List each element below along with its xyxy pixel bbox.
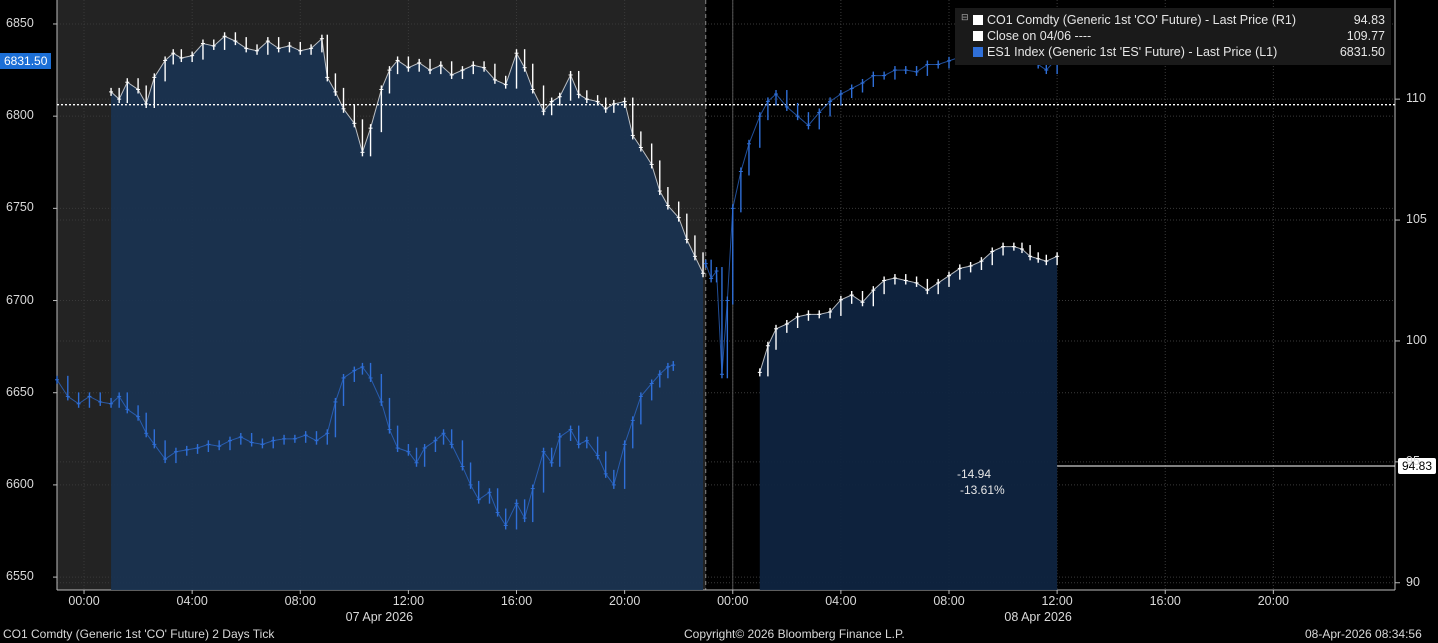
legend-value-es1: 6831.50	[1339, 45, 1385, 59]
legend-swatch-co1	[973, 15, 983, 25]
right-last-price-badge: 94.83	[1398, 458, 1437, 474]
right-axis-tick-label: 90	[1406, 574, 1420, 589]
co1-area-fill	[111, 36, 704, 590]
left-axis-tick-label: 6650	[6, 384, 34, 399]
legend: ⊟ CO1 Comdty (Generic 1st 'CO' Future) -…	[955, 8, 1391, 65]
legend-swatch-close	[973, 31, 983, 41]
x-axis-tick-label: 08:00	[933, 594, 965, 608]
co1-series-line	[110, 35, 704, 274]
legend-label-co1: CO1 Comdty (Generic 1st 'CO' Future) - L…	[987, 13, 1297, 27]
x-axis-tick-label: 12:00	[1041, 594, 1073, 608]
footer-left: CO1 Comdty (Generic 1st 'CO' Future) 2 D…	[3, 627, 275, 641]
x-axis-tick-label: 20:00	[608, 594, 641, 608]
footer-copyright: Copyright© 2026 Bloomberg Finance L.P.	[684, 627, 905, 641]
x-axis-tick-label: 04:00	[825, 594, 857, 608]
x-axis-tick-label: 04:00	[176, 594, 208, 608]
legend-item-co1[interactable]: CO1 Comdty (Generic 1st 'CO' Future) - L…	[955, 12, 1391, 28]
es1-series-group	[55, 361, 676, 530]
left-axis-tick-label: 6850	[6, 15, 34, 30]
x-axis-tick-label: 00:00	[68, 594, 100, 608]
co1-series-line	[759, 246, 1058, 373]
left-axis-tick-label: 6550	[6, 569, 34, 584]
right-axis-tick-label: 105	[1406, 212, 1427, 227]
legend-item-close[interactable]: Close on 04/06 ---- 109.77	[955, 28, 1391, 44]
legend-label-es1: ES1 Index (Generic 1st 'ES' Future) - La…	[987, 45, 1278, 59]
left-axis-tick-label: 6600	[6, 476, 34, 491]
co1-area-fill	[759, 246, 1058, 590]
x-axis-tick-label: 20:00	[1257, 594, 1289, 608]
x-axis-date-label: 08 Apr 2026	[1004, 610, 1072, 624]
x-axis-tick-label: 16:00	[500, 594, 533, 608]
legend-item-es1[interactable]: ES1 Index (Generic 1st 'ES' Future) - La…	[955, 44, 1391, 60]
x-axis-tick-label: 00:00	[717, 594, 749, 608]
x-axis-tick-label: 12:00	[392, 594, 425, 608]
co1-series-group	[757, 242, 1060, 377]
right-axis-tick-label: 110	[1406, 91, 1426, 106]
legend-value-co1: 94.83	[1353, 13, 1385, 27]
right-axis-tick-label: 100	[1406, 332, 1427, 347]
legend-swatch-es1	[973, 47, 983, 57]
left-last-price-badge: 6831.50	[0, 53, 52, 69]
x-axis-date-label: 07 Apr 2026	[345, 610, 414, 624]
change-pct-annotation: -13.61%	[960, 483, 1005, 497]
es1-series-line	[56, 364, 674, 527]
x-axis-tick-label: 16:00	[1149, 594, 1181, 608]
footer-timestamp: 08-Apr-2026 08:34:56	[1305, 627, 1422, 641]
left-axis-tick-label: 6800	[6, 108, 34, 123]
co1-series-group	[109, 32, 706, 278]
legend-collapse-icon[interactable]: ⊟	[961, 12, 969, 22]
x-axis-tick-label: 08:00	[284, 594, 316, 608]
legend-label-close: Close on 04/06 ----	[987, 29, 1092, 43]
right-axis-tick-label: 95	[1406, 453, 1420, 468]
left-axis-tick-label: 6750	[6, 200, 34, 215]
left-axis-tick-label: 6700	[6, 292, 34, 307]
legend-value-close: 109.77	[1346, 29, 1385, 43]
change-annotation: -14.94	[957, 467, 992, 481]
